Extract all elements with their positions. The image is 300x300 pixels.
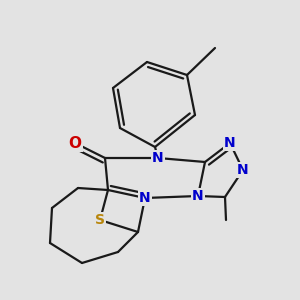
Text: N: N [139,191,151,205]
Text: O: O [68,136,82,151]
Text: N: N [237,163,249,177]
Text: N: N [152,151,164,165]
Text: N: N [192,189,204,203]
Text: S: S [95,213,105,227]
Text: N: N [224,136,236,150]
